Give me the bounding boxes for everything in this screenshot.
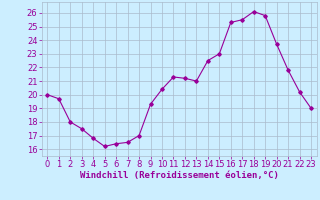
X-axis label: Windchill (Refroidissement éolien,°C): Windchill (Refroidissement éolien,°C) <box>80 171 279 180</box>
